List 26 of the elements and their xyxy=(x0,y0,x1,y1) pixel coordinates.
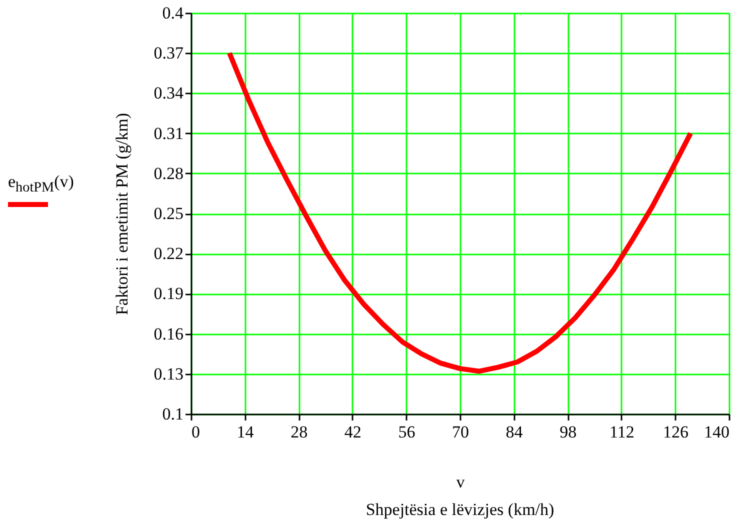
x-tick-label: 126 xyxy=(662,422,688,442)
x-tick-label: 28 xyxy=(290,422,308,442)
x-tick-label: 84 xyxy=(506,422,524,442)
y-tick-label: 0.28 xyxy=(154,164,184,183)
y-axis-title: Faktori i emetimit PM (g/km) xyxy=(112,112,132,316)
y-tick-label: 0.13 xyxy=(154,364,184,384)
x-tick-label: 140 xyxy=(704,422,730,442)
x-tick-label: 42 xyxy=(344,422,362,442)
y-tick-label: 0.34 xyxy=(154,84,184,103)
y-tick-label: 0.37 xyxy=(154,44,184,63)
y-tick-label: 0.19 xyxy=(154,284,184,304)
x-tick-label: 0 xyxy=(192,422,200,442)
y-tick-label: 0.4 xyxy=(162,4,184,22)
y-tick-label: 0.25 xyxy=(154,204,184,223)
x-tick-label: 112 xyxy=(609,422,634,442)
x-axis-title: v xyxy=(456,472,466,492)
text: Shpejtësia e lëvizjes (km/h) xyxy=(364,500,556,520)
text: e$_{hotPM}$(v) xyxy=(8,172,74,196)
x-tick-label: 98 xyxy=(560,422,577,442)
y-tick-label: 0.31 xyxy=(154,124,184,143)
x-tick-label: 56 xyxy=(398,422,416,442)
y-tick-label: 0.16 xyxy=(154,324,184,344)
y-tick-label: 0.1 xyxy=(162,404,184,424)
x-tick-label: 14 xyxy=(236,422,254,442)
x-tick-label: 70 xyxy=(452,422,469,442)
y-tick-label: 0.22 xyxy=(154,244,184,264)
